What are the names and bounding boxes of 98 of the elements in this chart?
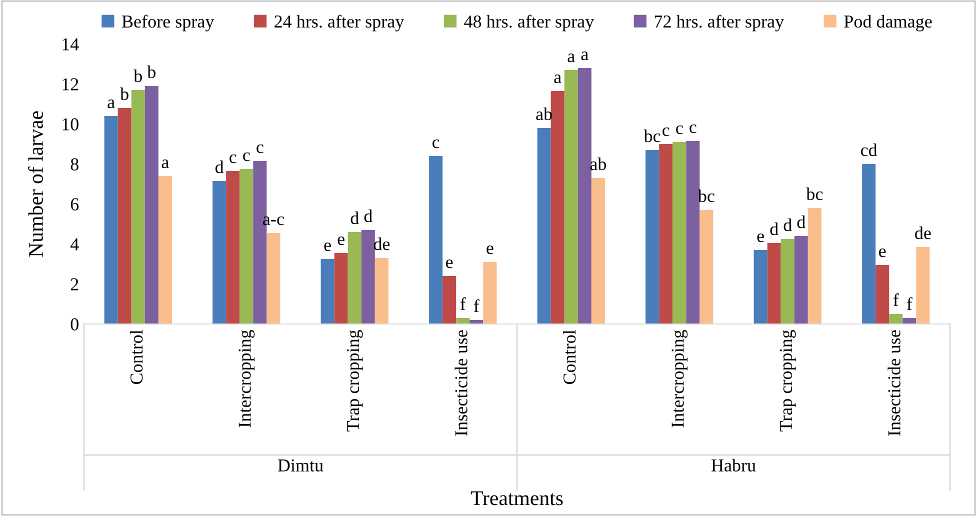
bar (483, 262, 497, 324)
x-tick-label: Control (130, 330, 143, 384)
x-tick-label: Insecticide use (888, 330, 900, 436)
y-tick-label: 4 (70, 238, 79, 250)
data-label: e (757, 233, 764, 242)
text: Dimtu (278, 459, 324, 472)
data-label: bc (806, 187, 823, 200)
x-tick-label: Control (562, 330, 576, 384)
data-label: a (162, 160, 169, 168)
legend-label: 48 hrs. after spray (464, 14, 594, 32)
data-label: f (474, 299, 480, 312)
bar (564, 70, 578, 324)
y-tick-label: 6 (70, 198, 79, 210)
bar (456, 318, 470, 324)
y-tick-label: 0 (70, 318, 78, 330)
data-label: c (662, 127, 670, 136)
bar (226, 171, 240, 324)
bar (104, 116, 118, 324)
bar (646, 150, 660, 324)
legend-label: Before spray (122, 14, 214, 32)
x-tick-label: Insecticide use (454, 330, 468, 436)
y-tick-label: 14 (62, 38, 79, 50)
data-label: c (230, 154, 236, 164)
data-label: a (108, 100, 115, 108)
bar (700, 210, 714, 324)
bar (442, 276, 456, 324)
bar (876, 265, 890, 324)
legend-label: Pod damage (844, 14, 932, 32)
data-label: e (879, 248, 886, 258)
data-label: d (797, 215, 806, 228)
data-label: a (581, 52, 588, 60)
bar (118, 108, 132, 324)
data-label: c (256, 144, 264, 154)
bar (916, 247, 930, 324)
data-label: c (676, 125, 683, 134)
legend-label: 24 hrs. after spray (274, 14, 404, 32)
data-label: f (460, 297, 466, 310)
bar (794, 236, 808, 324)
data-label: b (120, 87, 128, 100)
bar (158, 176, 172, 324)
bar (212, 181, 226, 324)
data-label: a (568, 54, 575, 62)
data-label: bc (644, 129, 660, 142)
data-label: a (554, 74, 562, 84)
data-label: d (215, 160, 224, 174)
data-label: de (915, 226, 931, 240)
data-label: cd (860, 143, 878, 156)
bar (591, 178, 605, 324)
bar (754, 250, 768, 324)
data-label: e (486, 245, 494, 254)
legend-label: 72 hrs. after spray (654, 14, 784, 32)
y-tick-label: 10 (62, 118, 78, 130)
bar (266, 233, 280, 324)
bar (862, 164, 876, 324)
bar (334, 253, 348, 324)
data-label: c (690, 124, 696, 134)
data-label: b (147, 65, 156, 78)
data-label: d (784, 218, 792, 232)
bar (144, 86, 158, 324)
x-axis-title: Treatments (470, 491, 563, 506)
data-label: d (770, 222, 778, 236)
data-label: e (446, 259, 453, 268)
bar (672, 142, 686, 324)
bar (240, 169, 254, 324)
bar (578, 68, 592, 324)
y-tick-label: 2 (70, 278, 78, 290)
bar (348, 232, 362, 324)
data-label: d (364, 209, 372, 222)
y-tick-label: 8 (70, 158, 78, 170)
bar (780, 239, 794, 324)
y-tick-label: 12 (62, 78, 78, 90)
bar (374, 258, 388, 324)
data-label: e (338, 236, 344, 246)
data-label: b (134, 69, 142, 82)
data-label: d (350, 211, 359, 224)
bar (902, 318, 916, 324)
data-label: c (243, 152, 250, 162)
x-tick-label: Trap cropping (346, 330, 363, 432)
bar (659, 144, 673, 324)
bar (361, 230, 375, 324)
bar (131, 90, 145, 324)
data-label: e (324, 242, 331, 252)
data-label: c (432, 139, 440, 148)
bar (808, 208, 822, 324)
data-label: f (906, 297, 912, 310)
x-tick-label: Intercropping (672, 330, 688, 428)
bar (550, 91, 564, 324)
bar (320, 259, 334, 324)
bar (537, 128, 551, 324)
text: Habru (711, 458, 756, 472)
bar (889, 314, 903, 324)
x-tick-label: Intercropping (238, 330, 255, 428)
x-tick-label: Trap cropping (780, 330, 796, 432)
bar (767, 243, 781, 324)
y-axis-title: Number of larvae (28, 111, 43, 257)
bar (429, 156, 443, 324)
bar (686, 141, 700, 324)
data-label: f (893, 293, 899, 306)
